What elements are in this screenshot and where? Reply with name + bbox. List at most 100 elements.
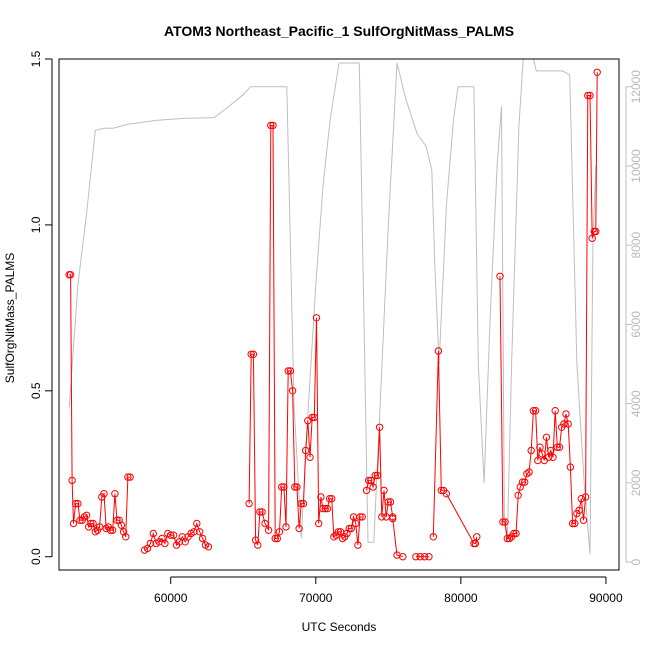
data-point [193, 519, 201, 528]
data-point [549, 453, 557, 461]
x-tick-label: 70000 [299, 591, 333, 605]
x-axis-label: UTC Seconds [302, 620, 377, 634]
data-point [471, 539, 480, 548]
data-point [568, 519, 577, 528]
data-point [365, 476, 373, 485]
data-point [74, 499, 82, 508]
data-point [386, 498, 395, 506]
data-point [323, 504, 332, 513]
y2-tick-label: 8000 [629, 232, 643, 259]
data-point [117, 521, 126, 529]
data-point [586, 91, 594, 100]
series-segment-7 [432, 350, 444, 537]
data-point [588, 234, 596, 242]
data-point [247, 350, 255, 358]
data-point [146, 539, 155, 548]
data-point [373, 471, 382, 480]
data-point [521, 478, 529, 486]
data-point [286, 367, 295, 375]
data-point [553, 443, 561, 451]
y-tick-label: 1.5 [29, 50, 43, 67]
x-tick-label: 80000 [444, 591, 478, 605]
data-point [190, 528, 198, 536]
sulforgnitmass-series [65, 68, 601, 561]
data-point [516, 483, 524, 491]
data-point [87, 519, 95, 528]
data-point [310, 413, 318, 422]
data-point [317, 493, 325, 501]
data-point [473, 533, 481, 541]
y-tick-label: 0.0 [29, 548, 43, 565]
data-point [523, 470, 531, 478]
data-point [380, 486, 388, 495]
data-point [95, 523, 104, 531]
data-point [581, 493, 590, 501]
series-segment-5 [392, 518, 403, 558]
data-point [499, 518, 507, 526]
data-point [338, 534, 347, 543]
data-point [258, 508, 266, 516]
data-point [196, 528, 204, 536]
data-point [100, 490, 108, 498]
data-point [149, 529, 158, 538]
data-point [267, 121, 275, 130]
data-point [503, 534, 511, 543]
data-point [271, 534, 279, 543]
altitude-line [68, 58, 597, 555]
data-point [529, 407, 538, 415]
data-point [284, 367, 292, 375]
data-point [312, 314, 321, 322]
data-point [354, 541, 362, 549]
data-point [420, 553, 429, 561]
data-point [542, 433, 551, 441]
altitude-series [68, 58, 597, 555]
y2-tick-label: 6000 [629, 311, 643, 338]
data-point [269, 121, 277, 130]
data-point [518, 478, 527, 486]
data-point [249, 350, 258, 358]
data-point [442, 490, 451, 498]
data-point [416, 553, 424, 561]
data-point [299, 499, 308, 508]
data-point [119, 528, 128, 536]
data-point [399, 553, 407, 561]
data-point [336, 528, 345, 536]
data-point [124, 473, 132, 481]
x-tick-label: 90000 [589, 591, 623, 605]
data-point [273, 534, 281, 543]
data-point [102, 524, 110, 533]
data-point [319, 504, 327, 513]
data-point [531, 407, 540, 415]
data-point [593, 68, 601, 77]
data-point [256, 508, 264, 516]
data-point [564, 420, 572, 428]
series-segment-3 [248, 124, 363, 546]
data-point [544, 453, 553, 461]
data-point [566, 463, 575, 471]
y2-tick-label: 12000 [629, 70, 643, 104]
data-point [315, 519, 323, 528]
data-point [584, 91, 592, 100]
data-point [575, 506, 583, 514]
data-point [261, 519, 269, 528]
data-point [282, 523, 290, 531]
data-point [347, 524, 355, 533]
data-point [291, 483, 299, 491]
data-point [106, 526, 115, 534]
y2-tick-label: 0 [629, 558, 643, 565]
data-point [82, 511, 91, 519]
data-point [501, 518, 509, 526]
data-point [527, 446, 535, 455]
data-point [122, 533, 130, 541]
data-point [91, 528, 100, 536]
data-point [555, 443, 564, 451]
data-point [295, 524, 303, 533]
data-point [367, 476, 375, 485]
data-point [334, 528, 342, 536]
data-point [389, 514, 397, 523]
data-point [72, 499, 80, 508]
y-axis-label: SulfOrgNitMass_PALMS [3, 253, 17, 383]
data-point [169, 531, 178, 539]
data-point [278, 483, 286, 491]
